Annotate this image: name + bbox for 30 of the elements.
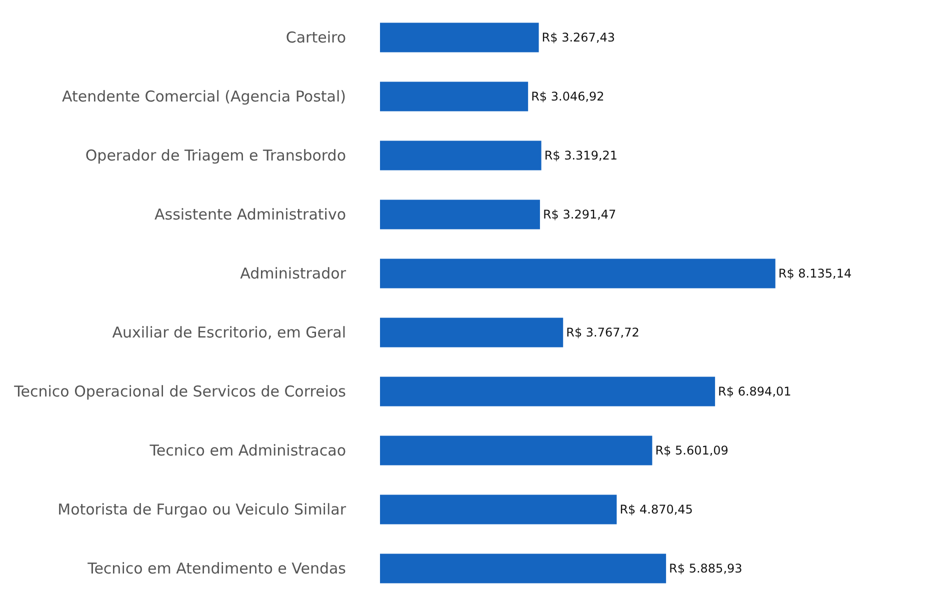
- data-label: R$ 3.319,21: [544, 148, 618, 162]
- bar: [380, 22, 539, 52]
- bar: [380, 318, 564, 348]
- data-label: R$ 5.885,93: [669, 562, 742, 576]
- bar: [380, 494, 617, 524]
- y-tick-label: Tecnico em Administracao: [148, 442, 346, 460]
- data-label: R$ 3.767,72: [566, 326, 640, 340]
- bar: [380, 140, 542, 170]
- bar: [380, 82, 528, 112]
- y-tick-label: Auxiliar de Escritorio, em Geral: [112, 324, 346, 342]
- y-tick-label: Tecnico em Atendimento e Vendas: [86, 560, 346, 578]
- data-label: R$ 3.046,92: [531, 90, 604, 104]
- bar: [380, 376, 716, 406]
- y-tick-label: Tecnico Operacional de Servicos de Correios: [13, 382, 346, 400]
- data-label: R$ 4.870,45: [620, 502, 693, 516]
- data-label: R$ 3.267,43: [542, 30, 616, 44]
- data-label: R$ 6.894,01: [718, 384, 792, 398]
- y-tick-label: Motorista de Furgao ou Veiculo Similar: [58, 500, 347, 518]
- bar: [380, 258, 776, 288]
- bar: [380, 200, 540, 230]
- data-label: R$ 8.135,14: [778, 266, 852, 280]
- bar: [380, 554, 666, 584]
- y-tick-label: Assistente Administrativo: [154, 206, 346, 224]
- data-label: R$ 3.291,47: [542, 208, 616, 222]
- y-tick-label: Operador de Triagem e Transbordo: [85, 146, 346, 164]
- y-tick-label: Atendente Comercial (Agencia Postal): [62, 88, 346, 106]
- bar: [380, 436, 652, 466]
- data-label: R$ 5.601,09: [655, 444, 728, 458]
- y-tick-label: Carteiro: [286, 28, 346, 46]
- y-tick-label: Administrador: [240, 264, 347, 282]
